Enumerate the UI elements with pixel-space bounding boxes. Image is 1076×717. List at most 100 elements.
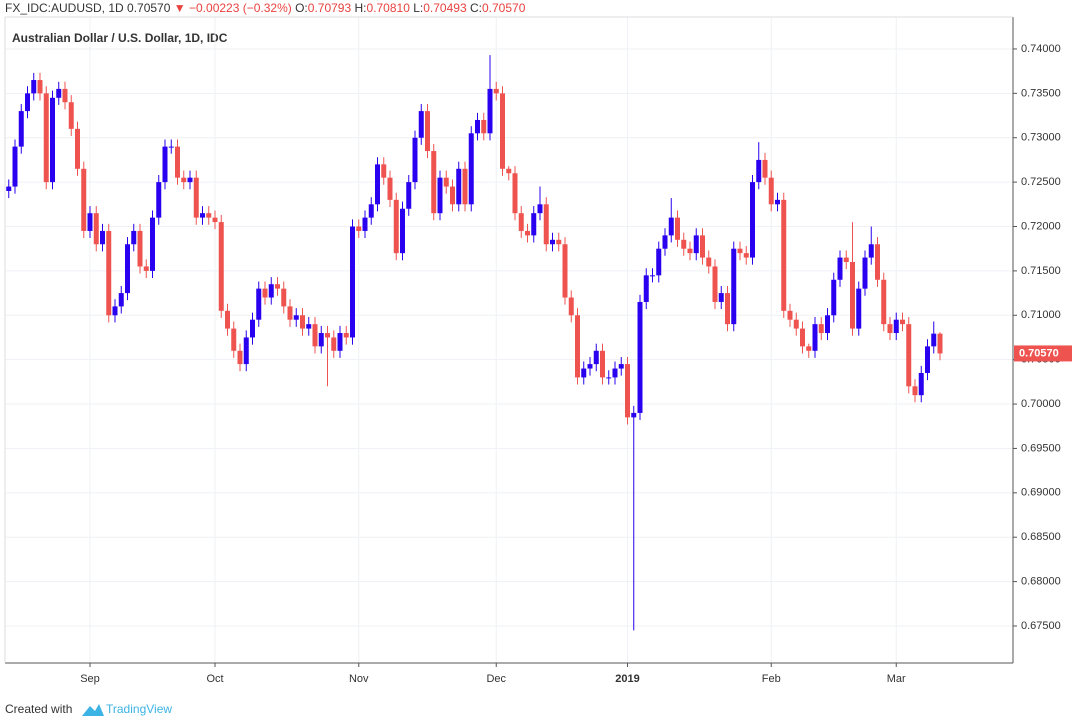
candle-body [362, 217, 368, 231]
change: −0.00223 (−0.32%) [189, 1, 292, 15]
candle-body [318, 333, 324, 347]
candle-body [12, 146, 18, 187]
last-price-label: 0.70570 [1019, 347, 1059, 359]
x-tick-label: Mar [887, 673, 906, 685]
candle-body [218, 222, 224, 311]
candle-body [925, 346, 930, 373]
candle-body [637, 301, 643, 413]
header: FX_IDC:AUDUSD, 1D 0.70570 ▼ −0.00223 (−0… [5, 1, 526, 15]
candle-body [125, 244, 130, 294]
candle-body [450, 186, 455, 205]
candle-body [781, 199, 787, 311]
candle-body [825, 315, 830, 334]
y-tick-label: 0.68000 [1021, 576, 1061, 588]
candle-body [593, 350, 599, 365]
candle-body [356, 226, 362, 231]
candle-body [668, 217, 674, 236]
candle-body [400, 208, 405, 254]
candle-body [518, 213, 524, 231]
candle-body [243, 337, 249, 365]
y-tick-label: 0.71000 [1021, 309, 1061, 321]
candle-body [75, 128, 80, 169]
candle-body [762, 159, 768, 178]
candle-body [431, 151, 437, 214]
candle-body [837, 257, 843, 280]
ohlc-value: 0.70493 [423, 1, 467, 15]
candle-body [425, 111, 430, 152]
candle-body [550, 239, 555, 245]
ohlc-label: H: [355, 1, 367, 15]
candle-body [875, 244, 880, 280]
x-tick-label: Sep [80, 673, 100, 685]
candle-body [856, 288, 862, 329]
candle-body [225, 310, 230, 329]
candle-body [375, 164, 380, 205]
candle-body [25, 93, 30, 112]
y-tick-label: 0.72500 [1021, 176, 1061, 188]
candle-body [500, 93, 505, 169]
candle-body [168, 146, 174, 148]
y-tick-label: 0.70000 [1021, 398, 1061, 410]
candle-body [56, 88, 62, 98]
footer-brand: TradingView [106, 702, 172, 716]
candle-body [93, 213, 99, 245]
footer-created: Created with [5, 702, 72, 716]
chart-title: Australian Dollar / U.S. Dollar, 1D, IDC [12, 31, 228, 45]
candle-body [381, 164, 387, 178]
y-tick-label: 0.67500 [1021, 620, 1061, 632]
y-tick-label: 0.73000 [1021, 132, 1061, 144]
candle-body [231, 328, 237, 351]
candle-body [687, 248, 693, 254]
candle-body [675, 217, 680, 240]
candle-body [250, 319, 255, 338]
candle-body [912, 386, 918, 396]
candle-body [62, 88, 68, 103]
candle-body [743, 253, 749, 258]
candle-body [725, 293, 730, 325]
candle-body [731, 248, 737, 325]
candle-body [643, 275, 649, 302]
candle-body [150, 217, 155, 271]
candle-body [156, 182, 162, 218]
candle-body [306, 324, 312, 329]
candle-body [137, 230, 143, 267]
candle-body [343, 333, 349, 338]
ohlc-value: 0.70570 [482, 1, 526, 15]
candle-body [812, 324, 818, 351]
last-price-tag [1014, 345, 1072, 362]
candle-body [818, 324, 824, 334]
candle-body [493, 88, 499, 94]
grid [5, 17, 1013, 663]
candle-body [750, 182, 755, 258]
candle-body [656, 248, 662, 276]
candle-body [562, 244, 568, 298]
candle-body [131, 230, 137, 245]
candle-body [556, 239, 562, 245]
candle-body [537, 204, 543, 214]
candle-body [543, 204, 549, 245]
candle-body [931, 333, 937, 347]
tv-logo [82, 704, 104, 716]
candle-body [587, 364, 593, 369]
candle-body [531, 213, 537, 236]
candle-body [212, 217, 218, 223]
candle-body [81, 168, 87, 231]
candle-body [281, 288, 287, 307]
candle-body [87, 213, 93, 231]
candle-body [143, 266, 149, 271]
last: 0.70570 [127, 1, 171, 15]
candle-body [650, 275, 655, 277]
candle-body [937, 333, 943, 354]
candle-body [187, 177, 193, 183]
candle-body [900, 319, 905, 325]
y-tick-label: 0.69000 [1021, 487, 1061, 499]
candle-body [112, 306, 118, 316]
candle-body [700, 235, 705, 258]
candle-body [275, 284, 280, 289]
candle-body [718, 293, 724, 302]
candle-body [487, 88, 493, 134]
candle-body [887, 324, 893, 334]
candle-body [575, 315, 580, 378]
